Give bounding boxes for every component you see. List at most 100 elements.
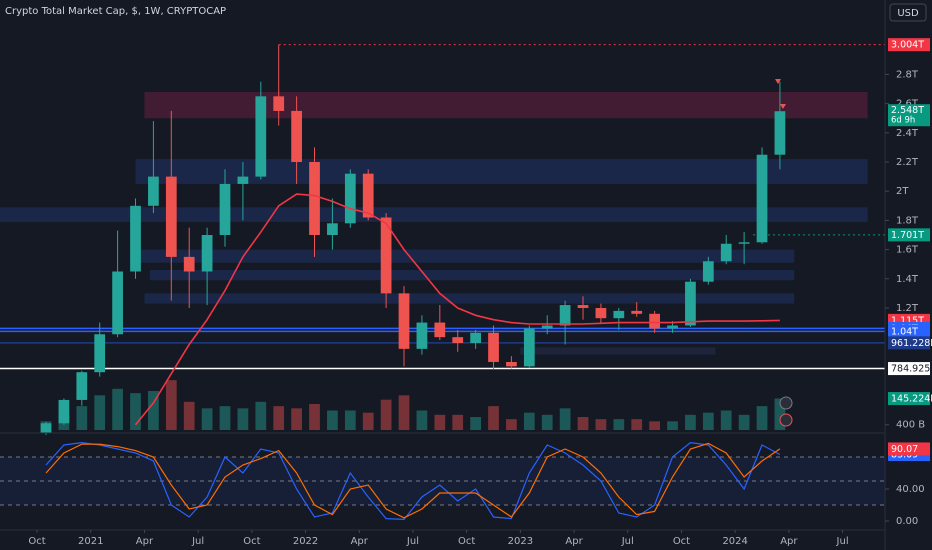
- candle-body: [237, 176, 249, 184]
- volume-bar: [76, 406, 88, 430]
- candle-body: [309, 162, 320, 235]
- volume-bar: [774, 398, 786, 430]
- zone: [144, 293, 795, 304]
- candle-body: [434, 322, 446, 338]
- price-tag: 1.04T: [891, 326, 918, 337]
- price-tag: 1.115T: [891, 315, 924, 326]
- volume-bar: [130, 393, 141, 430]
- x-tick-label: 2021: [78, 536, 103, 547]
- event-icon[interactable]: [779, 396, 793, 410]
- volume-tag: 145.224B: [891, 394, 932, 405]
- y-tick-label: 400 B: [896, 420, 925, 431]
- volume-bar: [702, 412, 714, 430]
- stoch-tick-label: 0.00: [896, 516, 918, 527]
- volume-bar: [183, 401, 195, 430]
- volume-bar: [416, 410, 428, 430]
- volume-bar: [434, 414, 446, 430]
- x-tick-label: Apr: [565, 536, 583, 547]
- candle-body: [488, 332, 499, 362]
- y-tick-label: 2.6T: [896, 99, 919, 110]
- candle-body: [506, 361, 517, 367]
- candle-body: [470, 332, 481, 344]
- volume-bar: [362, 412, 374, 430]
- volume-bar: [649, 421, 660, 430]
- y-tick-label: 2.4T: [896, 128, 919, 139]
- volume-bar: [756, 406, 768, 430]
- countdown: 6d 9h: [891, 116, 915, 126]
- x-tick-label: Oct: [243, 536, 260, 547]
- candle-body: [702, 261, 714, 282]
- y-tick-label: 2.2T: [896, 157, 919, 168]
- stoch-tag-bg: [888, 442, 930, 456]
- event-icon[interactable]: [779, 413, 793, 427]
- x-tick-label: 2024: [722, 536, 747, 547]
- volume-bar: [94, 395, 106, 430]
- candle-body: [76, 372, 88, 400]
- x-tick-label: Oct: [673, 536, 690, 547]
- candle-body: [380, 217, 392, 294]
- candle-body: [327, 223, 338, 235]
- candle-body: [649, 313, 660, 329]
- y-tick-label: 2T: [896, 186, 909, 197]
- zone: [144, 91, 868, 119]
- candle-body: [94, 334, 106, 373]
- y-tick-label: 1.2T: [896, 303, 919, 314]
- stoch-tick-label: 40.00: [896, 484, 925, 495]
- volume-bar: [488, 406, 499, 430]
- volume-bar: [309, 404, 320, 430]
- moving-average: [134, 193, 780, 426]
- candle-body: [362, 173, 374, 218]
- volume-bar: [541, 414, 553, 430]
- candle-body: [523, 328, 535, 367]
- price-tag-bg: [888, 38, 930, 52]
- price-tag-bg: [888, 362, 930, 376]
- candle-body: [291, 110, 302, 163]
- price-tag-bg: [888, 324, 930, 338]
- stoch-tag: 90.07: [891, 444, 918, 455]
- candle-body: [112, 271, 123, 335]
- volume-bar: [738, 414, 750, 430]
- price-tag-bg: [888, 336, 930, 350]
- volume-bar: [523, 412, 535, 430]
- x-tick-label: Jul: [406, 536, 419, 547]
- stoch-line: [45, 441, 781, 521]
- volume-bar: [631, 419, 643, 430]
- x-tick-label: Apr: [780, 536, 798, 547]
- x-tick-label: Jul: [836, 536, 849, 547]
- y-tick-label: 1.6T: [896, 245, 919, 256]
- candle-body: [273, 96, 285, 111]
- y-tick-label: 2.8T: [896, 69, 919, 80]
- candle-body: [416, 322, 428, 349]
- zone: [0, 207, 868, 222]
- price-tag: 961.228B: [891, 338, 932, 349]
- candle-body: [148, 176, 159, 206]
- volume-bar: [291, 408, 302, 430]
- volume-bar: [452, 414, 464, 430]
- candle-body: [130, 205, 141, 272]
- volume-bar: [559, 408, 571, 430]
- currency-button-label[interactable]: USD: [897, 8, 919, 19]
- candle-body: [577, 305, 589, 308]
- y-tick-label: 1.8T: [896, 215, 919, 226]
- alert-marker: [775, 79, 781, 84]
- x-tick-label: Oct: [28, 536, 45, 547]
- zone: [137, 249, 795, 263]
- candle-body: [452, 337, 464, 344]
- candle-body: [219, 183, 231, 235]
- candle-body: [685, 281, 696, 326]
- price-tag: 1.701T: [891, 230, 924, 241]
- price-tag: 784.925B: [891, 364, 932, 375]
- zone: [149, 270, 795, 281]
- volume-bar: [148, 391, 159, 430]
- volume-bar: [344, 410, 356, 430]
- volume-bar: [667, 421, 678, 430]
- candle-body: [595, 307, 607, 319]
- x-tick-label: Jul: [621, 536, 634, 547]
- x-tick-label: Jul: [191, 536, 204, 547]
- zone: [520, 347, 716, 355]
- candle-body: [344, 173, 356, 224]
- y-tick-label: 1.4T: [896, 274, 919, 285]
- candle-body: [398, 293, 410, 349]
- currency-button[interactable]: [889, 3, 927, 22]
